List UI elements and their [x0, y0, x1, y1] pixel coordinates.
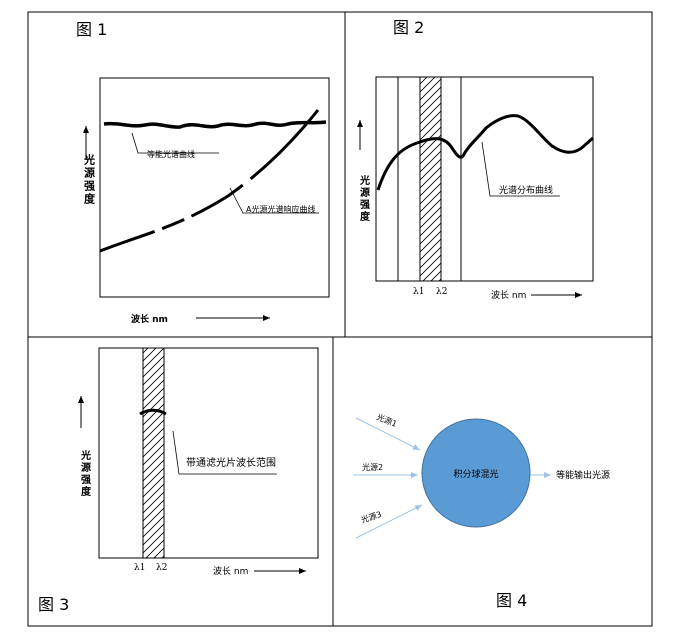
figure-1-plot-frame	[99, 77, 330, 298]
source-3-arrow	[355, 504, 423, 539]
figure-1-ylabel: 光源强度	[83, 153, 97, 206]
equal-energy-curve	[103, 120, 327, 129]
figure-2-ylabel: 光源强度	[358, 174, 371, 223]
integrating-sphere-label: 积分球混光	[453, 468, 498, 480]
figure-3-lambda1: λ1	[134, 563, 145, 573]
a-source-response-curve	[99, 109, 320, 253]
figure-2-band	[419, 76, 442, 282]
source-1-arrow	[355, 417, 421, 451]
figure-3-plot-frame	[98, 347, 319, 559]
figure-3: 光源强度 带通滤光片波长范围 λ1 λ2 波长 nm 图 3	[38, 347, 319, 614]
response-curve-leader	[229, 187, 319, 214]
figure-4-label: 图 4	[496, 591, 527, 610]
figure-1-label: 图 1	[76, 20, 107, 39]
figure-4: 积分球混光 光源1 光源2 光源3 等能输出光源 图 4	[353, 412, 610, 610]
figure-2-plot-frame	[375, 76, 594, 282]
figure-2-xlabel: 波长 nm	[491, 289, 526, 301]
response-curve-annotation: A光源光谱响应曲线	[246, 204, 315, 214]
figure-2-label: 图 2	[393, 18, 424, 37]
figure-3-band	[142, 347, 165, 559]
output-label: 等能输出光源	[556, 469, 610, 481]
figure-3-label: 图 3	[38, 595, 69, 614]
figure-3-xlabel: 波长 nm	[213, 565, 248, 577]
figure-2-annotation: 光谱分布曲线	[499, 184, 553, 196]
source-2-label: 光源2	[362, 462, 383, 472]
figure-3-passband-curve	[139, 408, 167, 416]
panel-grid	[27, 11, 653, 627]
equal-curve-annotation: 等能光谱曲线	[147, 149, 195, 159]
figure-3-annotation: 带通滤光片波长范围	[186, 456, 276, 469]
integrating-sphere	[421, 418, 531, 528]
figure-1-xlabel: 波长 nm	[131, 313, 168, 325]
equal-curve-leader	[131, 132, 219, 154]
source-1-label: 光源1	[375, 412, 398, 429]
figure-2-leader	[481, 141, 560, 197]
figure-2: 图 2 光源强度 光谱分布曲线 λ1 λ2 波长 nm	[357, 18, 594, 301]
figure-3-lambda2: λ2	[156, 563, 167, 573]
source-3-label: 光源3	[360, 509, 383, 525]
figure-2-lambda2: λ2	[436, 287, 447, 297]
figure-2-lambda1: λ1	[413, 287, 424, 297]
figure-1: 图 1 光源强度 等能光谱曲线 A光源光谱响应曲线 波长 nm	[76, 20, 330, 325]
spectral-distribution-curve	[376, 114, 594, 191]
figure-3-ylabel: 光源强度	[79, 449, 92, 498]
figure-3-leader	[172, 430, 277, 475]
